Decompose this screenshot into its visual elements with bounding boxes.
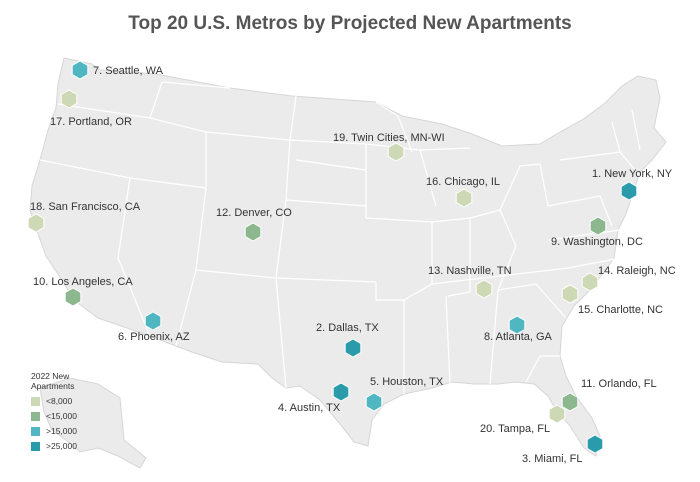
metro-marker-18-hexagon-icon (27, 213, 45, 233)
metro-label-14: 14. Raleigh, NC (598, 265, 676, 277)
legend-label-gt15000: >15,000 (46, 426, 77, 436)
legend: 2022 New Apartments <8,000 <15,000 >15,0… (31, 371, 77, 453)
legend-label-lt8000: <8,000 (46, 396, 73, 406)
legend-item-lt8000: <8,000 (31, 394, 77, 408)
metro-marker-6-hexagon-icon (144, 311, 162, 331)
alaska-shape (39, 377, 147, 469)
metro-label-10: 10. Los Angeles, CA (33, 276, 133, 288)
metro-label-20: 20. Tampa, FL (480, 423, 550, 435)
metro-label-9: 9. Washington, DC (551, 236, 643, 248)
metro-marker-8-hexagon-icon (508, 315, 526, 335)
metro-marker-17-hexagon-icon (60, 89, 78, 109)
contiguous-us-shape (29, 57, 667, 457)
metro-label-17: 17. Portland, OR (50, 116, 132, 128)
metro-label-6: 6. Phoenix, AZ (118, 331, 190, 343)
legend-title-line2: Apartments (31, 381, 75, 391)
metro-labels: 1. New York, NY 2. Dallas, TX 3. Miami, … (30, 65, 676, 465)
metro-marker-16-hexagon-icon (455, 188, 473, 208)
legend-swatch-lt8000 (31, 396, 40, 406)
metro-label-5: 5. Houston, TX (370, 376, 444, 388)
legend-title-line1: 2022 New (31, 371, 70, 381)
metro-marker-10-hexagon-icon (64, 287, 82, 307)
legend-item-gt25000: >25,000 (31, 439, 77, 453)
metro-marker-12-hexagon-icon (244, 222, 262, 242)
metro-marker-14-hexagon-icon (581, 272, 599, 292)
metro-label-7: 7. Seattle, WA (93, 65, 164, 77)
metro-marker-20-hexagon-icon (548, 404, 566, 424)
metro-marker-13-hexagon-icon (475, 279, 493, 299)
metro-label-15: 15. Charlotte, NC (578, 304, 663, 316)
metro-label-12: 12. Denver, CO (216, 207, 292, 219)
legend-swatch-gt15000 (31, 426, 40, 436)
map-title: Top 20 U.S. Metros by Projected New Apar… (128, 13, 572, 34)
metro-label-19: 19. Twin Cities, MN-WI (333, 132, 445, 144)
metro-marker-19-hexagon-icon (387, 142, 405, 162)
metro-label-4: 4. Austin, TX (278, 402, 341, 414)
legend-item-gt15000: >15,000 (31, 424, 77, 438)
legend-label-gt25000: >25,000 (46, 441, 77, 451)
metro-marker-3-hexagon-icon (586, 434, 604, 454)
metro-marker-4-hexagon-icon (332, 382, 350, 402)
metro-marker-7-hexagon-icon (71, 60, 89, 80)
metro-marker-9-hexagon-icon (589, 216, 607, 236)
metro-label-13: 13. Nashville, TN (428, 265, 512, 277)
legend-item-lt15000: <15,000 (31, 409, 77, 423)
metro-label-16: 16. Chicago, IL (426, 176, 500, 188)
metro-label-3: 3. Miami, FL (522, 453, 583, 465)
metro-marker-15-hexagon-icon (561, 284, 579, 304)
metro-marker-2-hexagon-icon (344, 338, 362, 358)
metro-label-18: 18. San Francisco, CA (30, 201, 141, 213)
legend-label-lt15000: <15,000 (46, 411, 77, 421)
metro-markers (27, 60, 638, 454)
metro-label-1: 1. New York, NY (592, 168, 673, 180)
metro-marker-5-hexagon-icon (365, 392, 383, 412)
metro-marker-1-hexagon-icon (620, 181, 638, 201)
metro-label-11: 11. Orlando, FL (581, 378, 657, 390)
metro-marker-11-hexagon-icon (561, 392, 579, 412)
metro-label-8: 8. Atlanta, GA (484, 331, 553, 343)
state-borders (39, 81, 641, 394)
legend-swatch-gt25000 (31, 441, 40, 451)
metro-label-2: 2. Dallas, TX (316, 322, 379, 334)
legend-swatch-lt15000 (31, 411, 40, 421)
